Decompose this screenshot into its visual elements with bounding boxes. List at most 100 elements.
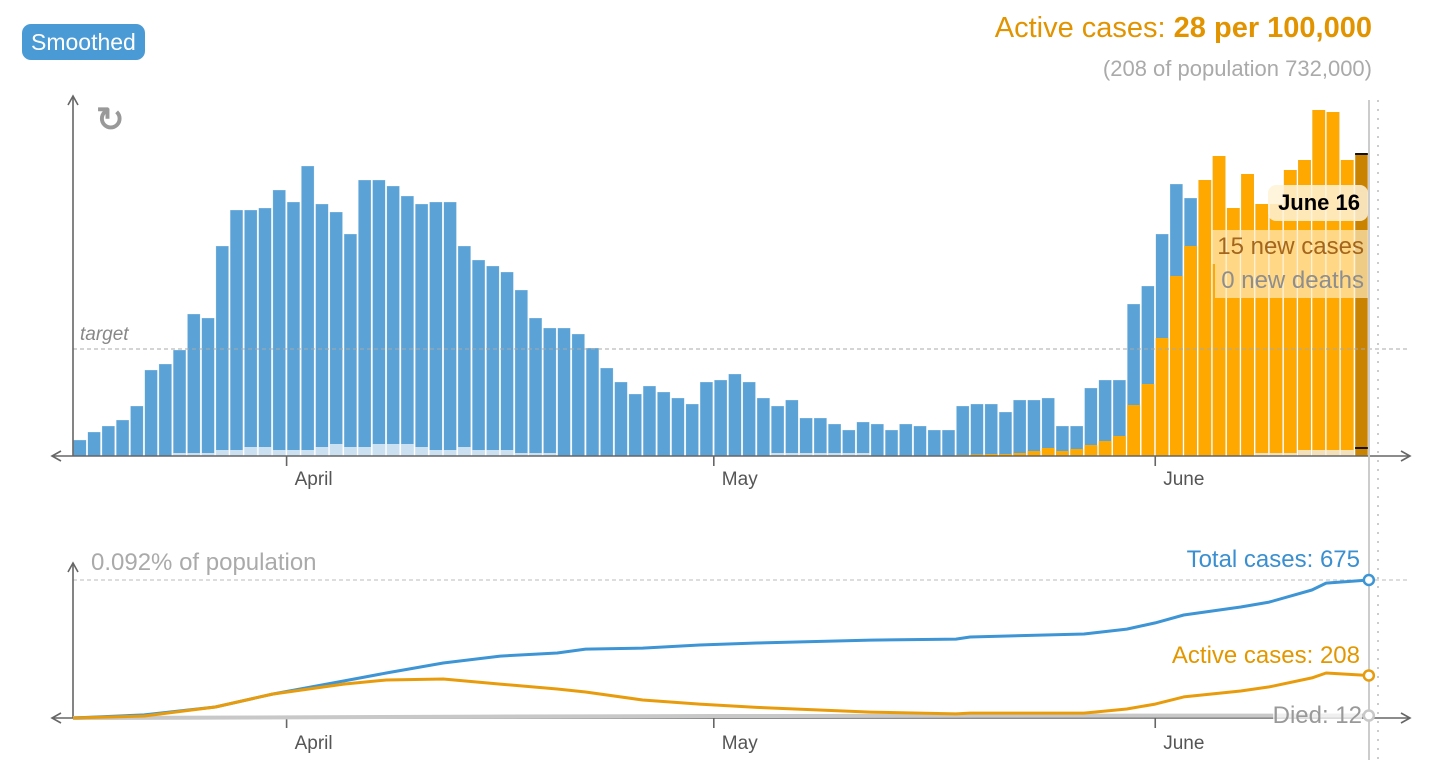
case-bar[interactable] [614, 381, 628, 457]
case-bar[interactable] [172, 349, 187, 457]
case-bar[interactable] [657, 391, 671, 457]
case-bar[interactable] [671, 397, 685, 457]
case-bar[interactable] [158, 363, 172, 457]
bottom-x-tick-label: June [1163, 733, 1204, 754]
case-bar[interactable] [699, 381, 714, 457]
case-bar[interactable] [528, 317, 543, 457]
case-bar[interactable] [201, 317, 215, 457]
case-bar[interactable] [244, 209, 258, 457]
case-bar[interactable] [443, 201, 457, 457]
case-bar[interactable] [771, 405, 785, 457]
case-bar[interactable] [714, 379, 728, 457]
death-bar [301, 450, 315, 456]
case-bar[interactable] [343, 233, 358, 457]
death-bar [401, 444, 414, 456]
case-bar[interactable] [856, 421, 870, 457]
case-bar[interactable] [229, 209, 244, 457]
case-bar[interactable] [600, 367, 614, 457]
case-bar[interactable] [329, 211, 343, 457]
case-bar[interactable] [457, 245, 471, 457]
case-bar[interactable] [813, 417, 827, 457]
death-bar [856, 453, 870, 456]
case-bar[interactable] [742, 381, 756, 457]
death-bar [358, 447, 372, 456]
case-bar[interactable] [543, 327, 557, 457]
case-bar[interactable] [984, 403, 998, 457]
case-bar[interactable] [115, 419, 130, 457]
case-bar[interactable] [415, 203, 429, 457]
target-label: target [80, 324, 129, 345]
case-bar[interactable] [956, 405, 970, 457]
reload-icon[interactable]: ↻ [96, 101, 125, 139]
end-markers [1362, 573, 1376, 722]
case-bar[interactable] [998, 411, 1013, 457]
case-bar[interactable] [187, 313, 201, 457]
case-bar[interactable] [372, 179, 386, 457]
death-bar [828, 453, 841, 456]
smoothed-toggle-button[interactable]: Smoothed [22, 24, 145, 60]
active-bar [1084, 445, 1098, 456]
case-bar[interactable] [386, 185, 400, 457]
active-bar [1184, 246, 1197, 456]
case-bar[interactable] [301, 165, 315, 457]
case-bar[interactable] [913, 425, 927, 457]
case-bar[interactable] [642, 385, 657, 457]
case-bar[interactable] [799, 417, 813, 457]
case-bar[interactable] [429, 201, 443, 457]
case-bar[interactable] [685, 403, 699, 457]
case-bar[interactable] [144, 369, 158, 457]
died-end-dot [1362, 709, 1376, 722]
case-bar[interactable] [941, 429, 956, 457]
case-bar[interactable] [927, 429, 941, 457]
case-bar[interactable] [585, 347, 600, 457]
case-bar[interactable] [358, 179, 372, 457]
death-bar [429, 450, 443, 456]
case-bar[interactable] [756, 397, 771, 457]
case-bar[interactable] [1013, 399, 1027, 457]
case-bar[interactable] [842, 429, 856, 457]
active-bar [999, 454, 1012, 456]
death-bar [543, 453, 557, 456]
case-bar[interactable] [215, 245, 229, 457]
case-bar[interactable] [1027, 399, 1041, 457]
case-bar[interactable] [827, 423, 842, 457]
case-bar[interactable] [130, 405, 144, 457]
case-bar[interactable] [486, 265, 500, 457]
death-bar [372, 444, 386, 456]
case-bar[interactable] [315, 203, 329, 457]
case-bar[interactable] [899, 423, 913, 457]
death-bar [287, 450, 300, 456]
active-bar [1113, 436, 1126, 456]
case-bar[interactable] [1041, 397, 1055, 457]
death-bar [842, 453, 856, 456]
case-bar[interactable] [400, 195, 415, 457]
active-bar [1056, 451, 1069, 456]
case-bar[interactable] [970, 403, 984, 457]
case-bar[interactable] [557, 327, 571, 457]
case-bar[interactable] [514, 289, 528, 457]
case-bar[interactable] [87, 431, 101, 457]
death-bar [1326, 450, 1340, 456]
case-bar[interactable] [870, 423, 884, 457]
case-bar[interactable] [101, 425, 115, 457]
death-bar [230, 450, 243, 456]
case-bar[interactable] [500, 271, 514, 457]
case-bar[interactable] [258, 207, 272, 457]
case-bar[interactable] [471, 259, 486, 457]
case-bar[interactable] [272, 189, 286, 457]
case-bar[interactable] [884, 429, 899, 457]
death-bar [1312, 450, 1326, 456]
case-bar[interactable] [571, 333, 585, 457]
case-bar[interactable] [73, 439, 87, 457]
case-bar[interactable] [785, 399, 799, 457]
case-bar[interactable] [728, 373, 742, 457]
case-bar[interactable] [628, 393, 642, 457]
active-bar [1098, 441, 1112, 456]
case-bar[interactable] [286, 201, 301, 457]
active-bar [1198, 180, 1212, 456]
death-bar [258, 447, 272, 456]
died-label: Died: 12 [1272, 702, 1362, 730]
death-bar [771, 453, 784, 456]
active-bar [1041, 448, 1055, 456]
death-bar [201, 453, 215, 456]
